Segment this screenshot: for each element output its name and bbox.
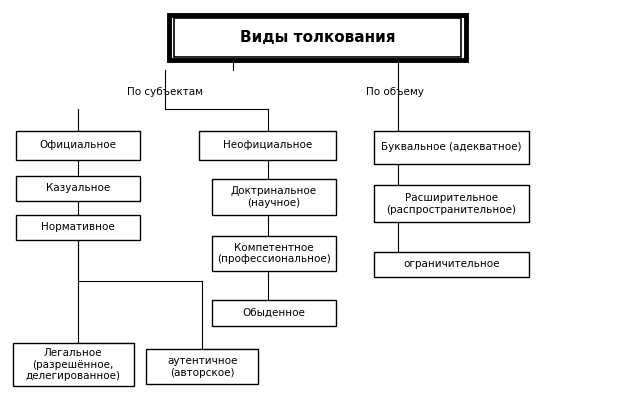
FancyBboxPatch shape [16,131,140,160]
Text: Расширительное
(распространительное): Расширительное (распространительное) [386,193,516,215]
Text: Доктринальное
(научное): Доктринальное (научное) [231,186,317,208]
FancyBboxPatch shape [373,185,529,222]
FancyBboxPatch shape [170,14,465,60]
FancyBboxPatch shape [16,215,140,240]
FancyBboxPatch shape [211,236,336,271]
Text: Обыденное: Обыденное [243,308,305,318]
FancyBboxPatch shape [199,131,336,160]
FancyBboxPatch shape [211,300,336,326]
FancyBboxPatch shape [146,349,258,384]
Text: Легальное
(разрешённое,
делегированное): Легальное (разрешённое, делегированное) [26,348,121,381]
Text: ограничительное: ограничительное [403,259,500,269]
Text: Нормативное: Нормативное [41,222,115,232]
FancyBboxPatch shape [373,131,529,164]
Text: По объему: По объему [366,87,424,97]
Text: Казуальное: Казуальное [46,183,110,193]
FancyBboxPatch shape [13,343,134,386]
Text: Неофициальное: Неофициальное [223,140,312,150]
FancyBboxPatch shape [211,179,336,215]
Text: По субъектам: По субъектам [127,87,203,97]
Text: Виды толкования: Виды толкования [240,29,395,45]
FancyBboxPatch shape [373,252,529,277]
Text: Официальное: Официальное [39,140,116,150]
FancyBboxPatch shape [175,18,460,57]
FancyBboxPatch shape [16,176,140,201]
Text: Компетентное
(профессиональное): Компетентное (профессиональное) [217,243,331,264]
Text: аутентичное
(авторское): аутентичное (авторское) [167,356,237,378]
Text: Буквальное (адекватное): Буквальное (адекватное) [381,142,521,152]
